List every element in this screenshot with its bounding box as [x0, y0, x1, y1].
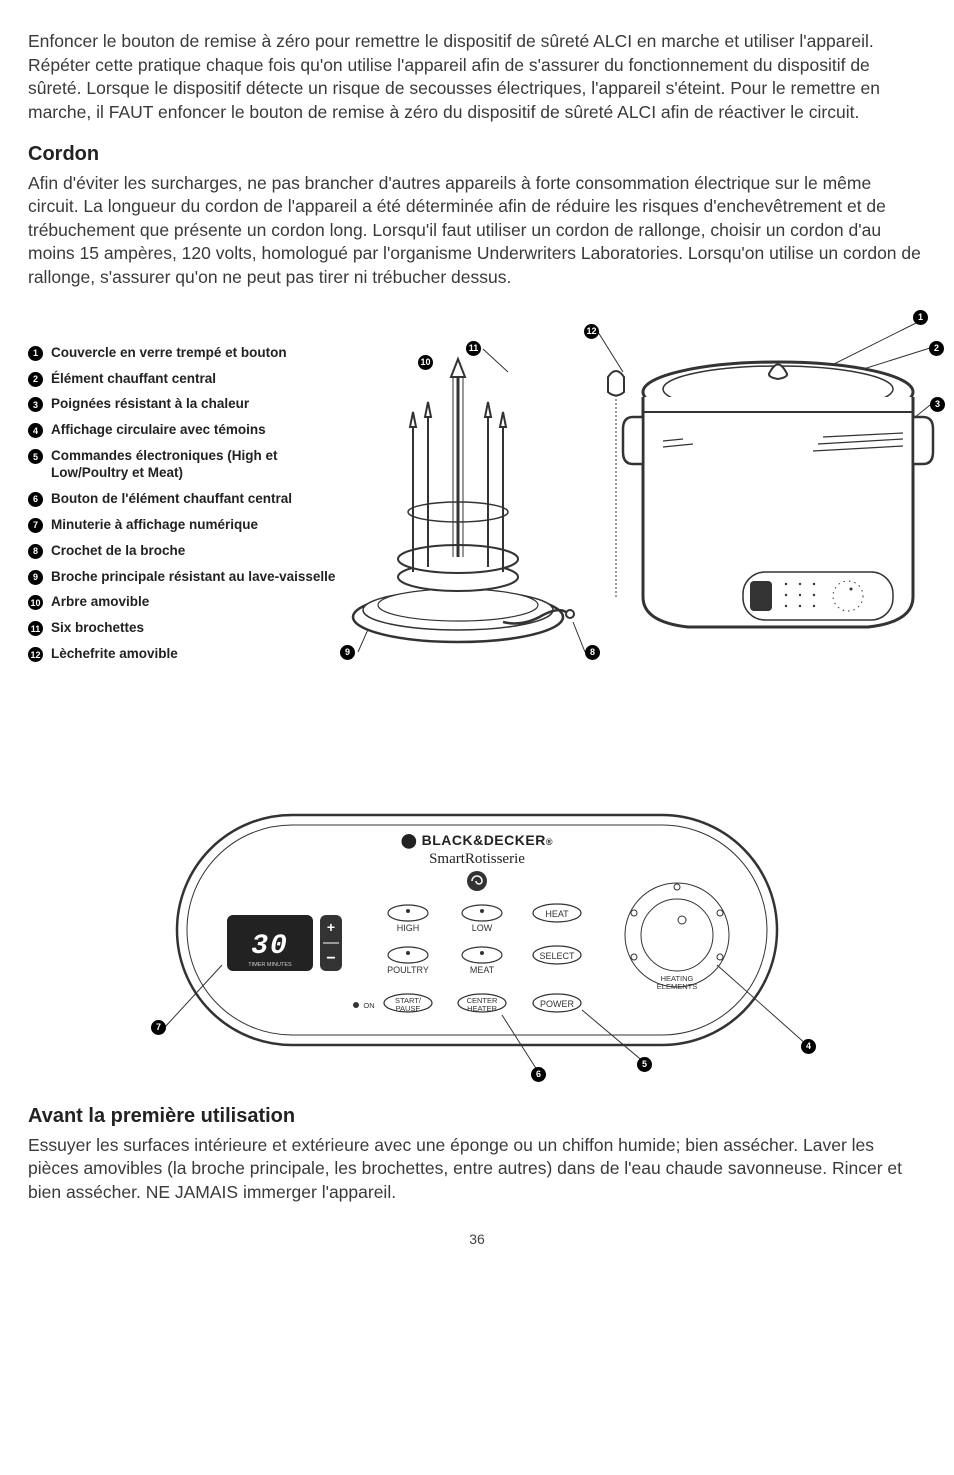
- part-label: Affichage circulaire avec témoins: [51, 422, 266, 439]
- part-label: Couvercle en verre trempé et bouton: [51, 345, 287, 362]
- callout-5: 5: [637, 1057, 652, 1072]
- model-text: SmartRotisserie: [429, 851, 525, 867]
- badge-12: 12: [28, 647, 43, 662]
- parts-and-figure: 1 Couvercle en verre trempé et bouton 2 Él…: [28, 345, 926, 795]
- part-item: 3 Poignées résistant à la chaleur: [28, 396, 343, 413]
- callout-10: 10: [418, 355, 433, 370]
- timer-label: TIMER MINUTES: [248, 962, 292, 968]
- callout-6: 6: [531, 1067, 546, 1082]
- part-item: 7 Minuterie à affichage numérique: [28, 517, 343, 534]
- part-label: Poignées résistant à la chaleur: [51, 396, 249, 413]
- callout-3: 3: [930, 397, 945, 412]
- btn-meat: MEAT: [470, 965, 495, 975]
- control-panel-svg: ⬤ BLACK&DECKER® SmartRotisserie 30 TIMER…: [117, 795, 837, 1085]
- svg-text:−: −: [326, 950, 335, 967]
- badge-4: 4: [28, 423, 43, 438]
- callout-9: 9: [340, 645, 355, 660]
- part-label: Bouton de l'élément chauffant central: [51, 491, 292, 508]
- btn-low: LOW: [472, 923, 493, 933]
- badge-10: 10: [28, 595, 43, 610]
- part-label: Crochet de la broche: [51, 543, 185, 560]
- on-label: ON: [363, 1001, 374, 1010]
- btn-select: SELECT: [539, 951, 575, 961]
- btn-poultry: POULTRY: [387, 965, 429, 975]
- intro-paragraph: Enfoncer le bouton de remise à zéro pour…: [28, 30, 926, 125]
- badge-2: 2: [28, 372, 43, 387]
- part-label: Broche principale résistant au lave-vais…: [51, 569, 335, 586]
- rotisserie-figure: 1 2 3 8 9 10 11 12: [348, 317, 948, 687]
- badge-1: 1: [28, 346, 43, 361]
- control-panel-figure: ⬤ BLACK&DECKER® SmartRotisserie 30 TIMER…: [117, 795, 837, 1085]
- part-item: 1 Couvercle en verre trempé et bouton: [28, 345, 343, 362]
- badge-9: 9: [28, 570, 43, 585]
- callout-4: 4: [801, 1039, 816, 1054]
- callout-11: 11: [466, 341, 481, 356]
- badge-3: 3: [28, 397, 43, 412]
- timer-display: 30: [251, 931, 289, 962]
- part-item: 10 Arbre amovible: [28, 594, 343, 611]
- part-item: 9 Broche principale résistant au lave-vai…: [28, 569, 343, 586]
- part-label: Lèchefrite amovible: [51, 646, 178, 663]
- part-item: 4 Affichage circulaire avec témoins: [28, 422, 343, 439]
- svg-text:+: +: [327, 919, 335, 935]
- part-item: 11 Six brochettes: [28, 620, 343, 637]
- part-label: Arbre amovible: [51, 594, 149, 611]
- avant-paragraph: Essuyer les surfaces intérieure et extér…: [28, 1134, 926, 1205]
- btn-heat: HEAT: [545, 909, 569, 919]
- callout-1: 1: [913, 310, 928, 325]
- btn-high: HIGH: [397, 923, 420, 933]
- callout-8: 8: [585, 645, 600, 660]
- badge-7: 7: [28, 518, 43, 533]
- part-item: 2 Élément chauffant central: [28, 371, 343, 388]
- page-number: 36: [28, 1231, 926, 1247]
- appliance-body: [623, 362, 933, 627]
- part-label: Élément chauffant central: [51, 371, 216, 388]
- callout-7: 7: [151, 1020, 166, 1035]
- spit-assembly: [353, 359, 624, 642]
- part-item: 6 Bouton de l'élément chauffant central: [28, 491, 343, 508]
- part-label: Commandes électroniques (High et Low/Pou…: [51, 448, 343, 482]
- heating-label2: ELEMENTS: [657, 982, 697, 991]
- badge-5: 5: [28, 449, 43, 464]
- part-item: 12 Lèchefrite amovible: [28, 646, 343, 663]
- rotisserie-svg: [348, 317, 948, 687]
- badge-8: 8: [28, 544, 43, 559]
- btn-heater: HEATER: [467, 1004, 497, 1013]
- brand-text: ⬤ BLACK&DECKER®: [401, 832, 553, 849]
- parts-list: 1 Couvercle en verre trempé et bouton 2 Él…: [28, 345, 343, 663]
- cordon-heading: Cordon: [28, 143, 926, 166]
- part-item: 5 Commandes électroniques (High et Low/Po…: [28, 448, 343, 482]
- btn-pause: PAUSE: [396, 1004, 421, 1013]
- badge-11: 11: [28, 621, 43, 636]
- callout-12: 12: [584, 324, 599, 339]
- part-label: Six brochettes: [51, 620, 144, 637]
- callout-2: 2: [929, 341, 944, 356]
- badge-6: 6: [28, 492, 43, 507]
- avant-heading: Avant la première utilisation: [28, 1105, 926, 1128]
- part-item: 8 Crochet de la broche: [28, 543, 343, 560]
- btn-power: POWER: [540, 999, 575, 1009]
- part-label: Minuterie à affichage numérique: [51, 517, 258, 534]
- cordon-paragraph: Afin d'éviter les surcharges, ne pas bra…: [28, 172, 926, 290]
